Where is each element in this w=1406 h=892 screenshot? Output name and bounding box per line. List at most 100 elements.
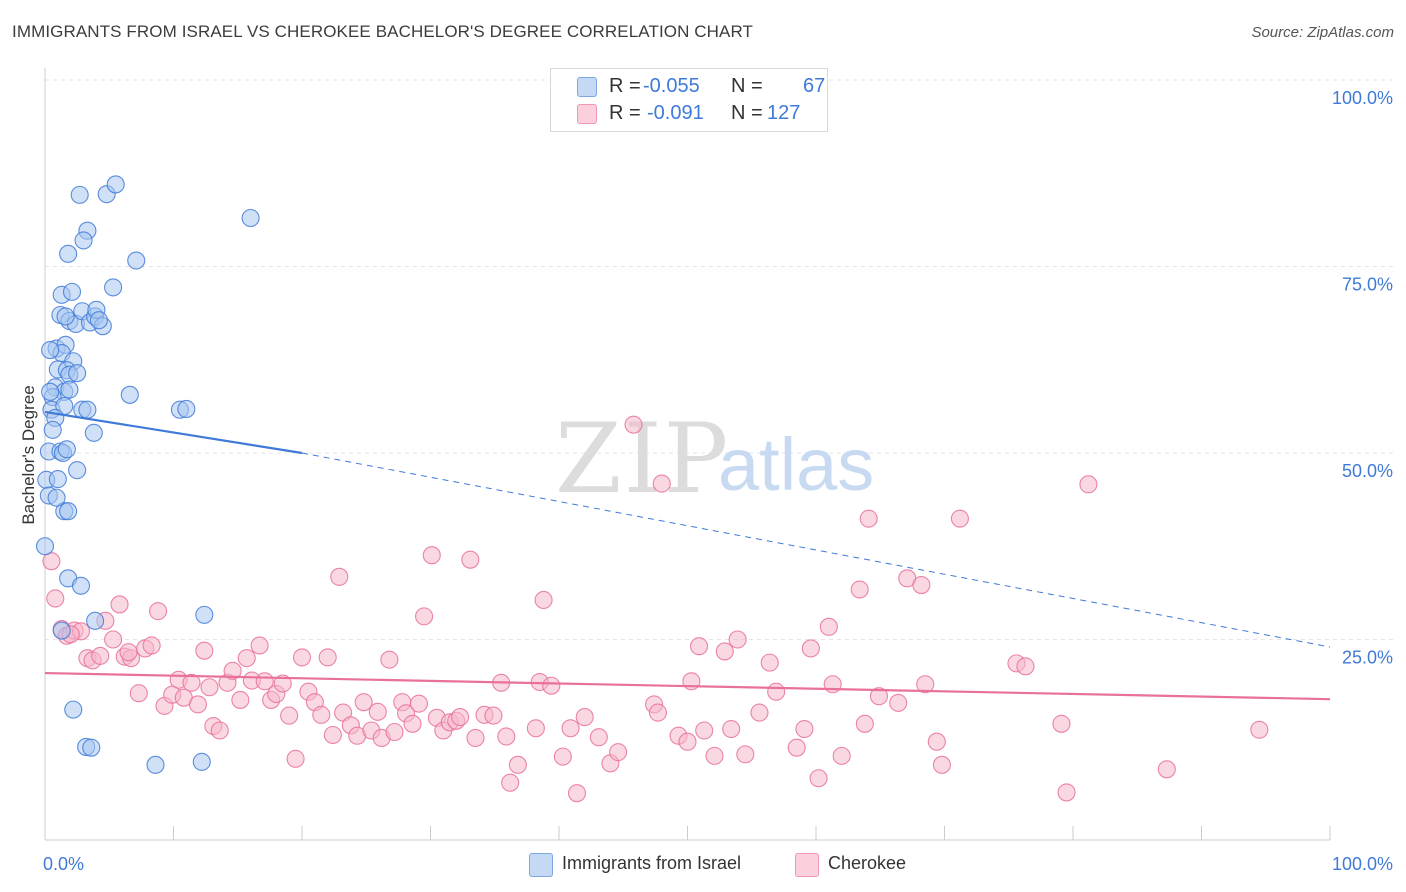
cherokee-point: [42, 552, 61, 571]
israel-trend-line: [44, 410, 303, 455]
cherokee-point: [501, 773, 520, 792]
israel-point: [41, 341, 60, 360]
cherokee-point: [508, 755, 527, 774]
cherokee-point: [286, 749, 305, 768]
cherokee-trend-line: [44, 671, 1331, 701]
cherokee-point: [855, 714, 874, 733]
israel-point: [104, 278, 123, 297]
israel-point: [74, 231, 93, 250]
israel-point: [86, 611, 105, 630]
cherokee-point: [1079, 475, 1098, 494]
cherokee-point: [832, 746, 851, 765]
israel-point: [57, 440, 76, 459]
cherokee-point: [705, 746, 724, 765]
legend-n-value: 127: [767, 102, 801, 124]
israel-point: [127, 251, 146, 270]
bottom-legend-swatch-cherokee: [795, 853, 819, 877]
grid-lines: [45, 79, 1395, 640]
cherokee-point: [497, 727, 516, 746]
cherokee-point: [200, 678, 219, 697]
cherokee-point: [728, 630, 747, 649]
cherokee-point: [142, 636, 161, 655]
cherokee-point: [415, 607, 434, 626]
israel-point: [71, 576, 91, 595]
cherokee-point: [542, 676, 561, 695]
israel-point: [35, 537, 55, 556]
watermark-atlas: atlas: [718, 423, 874, 506]
israel-point: [195, 605, 214, 624]
cherokee-point: [678, 732, 697, 751]
bottom-legend: Immigrants from Israel Cherokee: [0, 852, 1406, 877]
cherokee-point: [648, 703, 667, 722]
cherokee-point: [292, 648, 312, 667]
israel-point: [120, 385, 139, 404]
israel-point: [106, 175, 125, 194]
cherokee-point: [927, 732, 946, 751]
cherokee-point: [237, 649, 256, 668]
cherokee-point: [932, 755, 951, 774]
cherokee-point: [422, 546, 441, 565]
israel-trend-extension: [301, 452, 1331, 648]
cherokee-point: [461, 550, 480, 569]
cherokee-point: [609, 743, 628, 762]
cherokee-point: [1250, 720, 1269, 739]
cherokee-point: [526, 719, 545, 738]
cherokee-point: [403, 714, 422, 733]
israel-point: [70, 185, 89, 204]
legend-n-value: 67: [803, 75, 826, 97]
y-tick-label: 25.0%: [1342, 648, 1393, 668]
israel-point: [82, 738, 101, 757]
cherokee-point: [119, 643, 138, 662]
cherokee-point: [750, 703, 769, 722]
israel-point: [52, 621, 71, 640]
cherokee-point: [950, 509, 969, 528]
y-tick-label: 100.0%: [1332, 88, 1393, 108]
cherokee-point: [368, 702, 387, 721]
y-tick-label: 50.0%: [1342, 461, 1393, 481]
cherokee-point: [561, 719, 580, 738]
israel-point: [64, 700, 83, 719]
israel-point: [84, 423, 103, 442]
cherokee-point: [859, 509, 878, 528]
cherokee-point: [736, 745, 755, 764]
bottom-legend-label-israel: Immigrants from Israel: [562, 853, 742, 873]
israel-point: [62, 282, 82, 301]
bottom-legend-label-cherokee: Cherokee: [828, 853, 907, 873]
y-tick-label: 75.0%: [1342, 275, 1393, 295]
cherokee-point: [795, 719, 814, 739]
cherokee-point: [916, 675, 935, 694]
cherokee-point: [589, 728, 608, 747]
y-axis-label: Bachelor's Degree: [19, 385, 38, 524]
legend-r-value: -0.091: [647, 102, 704, 124]
cherokee-point: [484, 706, 503, 725]
cherokee-point: [1052, 714, 1071, 733]
cherokee-point: [1057, 783, 1076, 802]
source-label: Source: ZipAtlas.com: [1251, 24, 1394, 41]
cherokee-point: [690, 637, 709, 656]
cherokee-point: [767, 682, 786, 701]
cherokee-point: [567, 784, 587, 803]
israel-point: [47, 488, 66, 507]
cherokee-point: [280, 706, 299, 725]
cherokee-point: [323, 725, 342, 745]
israel-point: [43, 420, 62, 439]
cherokee-point: [889, 693, 908, 712]
legend-box: R = -0.055 N = 67 R = -0.091 N = 127: [550, 68, 828, 132]
cherokee-point: [912, 575, 931, 595]
cherokee-point: [1016, 657, 1035, 676]
cherokee-point: [210, 721, 229, 740]
cherokee-point: [1157, 760, 1176, 779]
israel-point: [60, 380, 79, 399]
cherokee-point: [575, 708, 594, 727]
cherokee-point: [695, 721, 714, 740]
cherokee-point: [231, 690, 250, 709]
x-tick-label: 100.0%: [1332, 854, 1393, 874]
cherokee-point: [129, 684, 148, 703]
tick-labels: 100.0% 75.0% 50.0% 25.0% 0.0% 100.0%: [43, 88, 1393, 874]
cherokee-point: [223, 661, 242, 680]
cherokee-point: [451, 708, 470, 727]
legend-r-label: R =: [609, 75, 641, 97]
cherokee-point: [869, 687, 889, 706]
x-tick-label: 0.0%: [43, 854, 84, 874]
